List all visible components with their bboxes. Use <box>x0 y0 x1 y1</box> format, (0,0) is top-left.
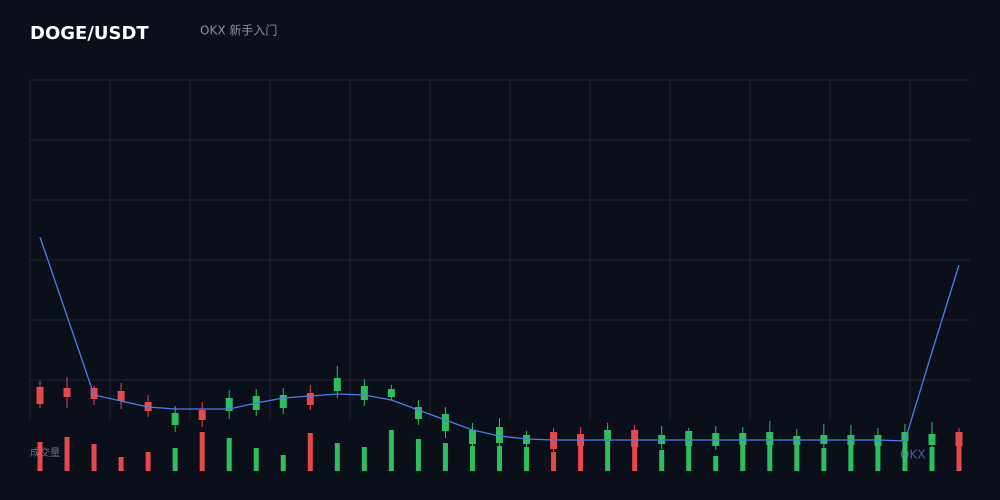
volume-bar <box>388 430 394 471</box>
volume-bar <box>740 435 746 471</box>
subtitle: OKX 新手入门 <box>200 23 277 38</box>
volume-bar <box>118 457 124 471</box>
volume-bar <box>659 450 665 471</box>
volume-bar <box>172 448 178 471</box>
candle-body <box>685 431 693 446</box>
candle-body <box>496 427 503 443</box>
chart-title: DOGE/USDT <box>30 23 149 44</box>
candle-body <box>739 433 747 445</box>
candle-body <box>604 430 612 441</box>
volume-bar <box>848 441 854 471</box>
candle-body <box>387 389 395 397</box>
volume-bar <box>469 446 475 471</box>
candle-body <box>171 413 179 425</box>
volume-bar <box>497 446 502 471</box>
candle-body <box>631 430 639 447</box>
candle-body <box>414 407 422 419</box>
candle-body <box>360 386 368 400</box>
candle-body <box>279 395 287 408</box>
volume-bar <box>902 440 908 471</box>
volume-bar <box>605 434 611 471</box>
volume-bar <box>794 437 800 471</box>
candle-body <box>468 430 476 444</box>
volume-bar <box>524 447 530 471</box>
volume-bar <box>767 437 773 471</box>
volume-label: 成交量 <box>30 446 60 459</box>
volume-bar <box>307 433 313 471</box>
candle-body <box>333 378 341 391</box>
candle-body <box>117 391 125 401</box>
volume-bar <box>64 437 70 471</box>
volume-bar <box>551 452 557 471</box>
volume-bar <box>253 448 259 471</box>
volume-bar <box>280 455 286 471</box>
volume-bar <box>578 435 584 471</box>
candle-body <box>225 398 233 411</box>
candle-body <box>928 434 936 445</box>
volume-bar <box>37 442 43 471</box>
volume-bar <box>361 447 367 471</box>
candle-body <box>955 432 963 446</box>
volume-bar <box>956 432 962 471</box>
candle-body <box>36 387 44 404</box>
candle-body <box>198 410 206 420</box>
volume-bar <box>145 452 151 471</box>
volume-bar <box>199 432 205 471</box>
volume-bar <box>334 443 340 471</box>
volume-bar <box>415 439 421 471</box>
volume-bar <box>875 437 881 471</box>
volume-bar <box>226 438 232 471</box>
volume-bar <box>929 447 935 471</box>
candle-body <box>306 393 314 405</box>
candle-body <box>901 432 909 441</box>
volume-bar <box>821 448 827 471</box>
volume-bar <box>632 442 638 471</box>
volume-bar <box>442 443 448 471</box>
candle-body <box>441 414 449 431</box>
candle-body <box>766 432 774 445</box>
candle-body <box>63 388 71 397</box>
ma-line <box>39 236 960 442</box>
volume-bar <box>713 456 719 471</box>
volume-bar <box>686 434 692 471</box>
volume-bar <box>91 444 97 471</box>
